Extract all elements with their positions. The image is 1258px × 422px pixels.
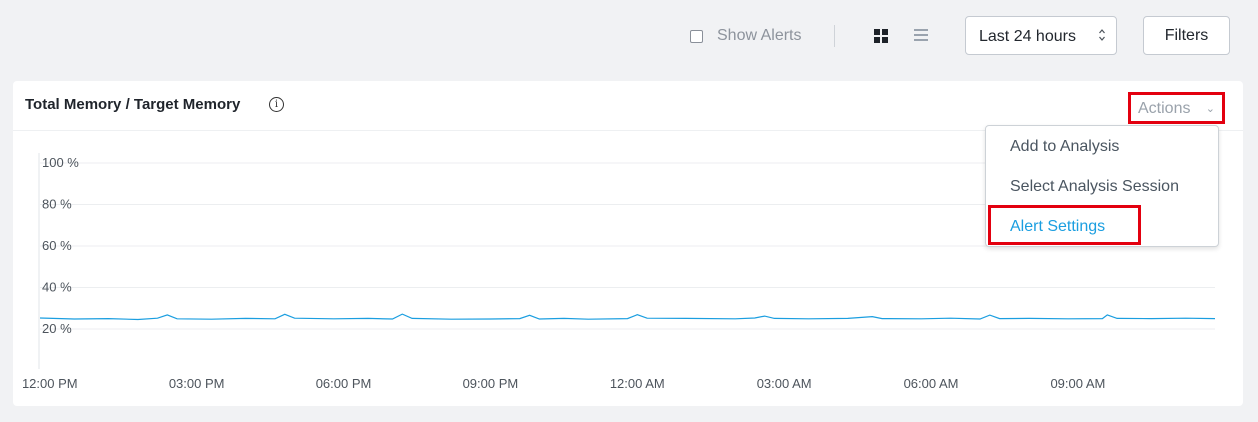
info-icon[interactable]: i — [269, 97, 284, 112]
select-arrows-icon — [1099, 29, 1105, 41]
actions-menu: Add to Analysis Select Analysis Session … — [985, 125, 1219, 247]
menu-item-add-to-analysis[interactable]: Add to Analysis — [1010, 138, 1120, 155]
toolbar: Show Alerts Last 24 hours Filters — [0, 0, 1258, 75]
y-tick-label: 40 % — [42, 280, 72, 295]
panel-title: Total Memory / Target Memory — [25, 96, 241, 113]
y-tick-label: 100 % — [42, 155, 79, 170]
grid-view-icon[interactable] — [874, 29, 888, 43]
x-tick-label: 09:00 PM — [463, 376, 519, 391]
alert-settings-highlight — [988, 205, 1141, 245]
show-alerts-label[interactable]: Show Alerts — [717, 27, 802, 44]
x-tick-label: 09:00 AM — [1050, 376, 1105, 391]
show-alerts-checkbox[interactable] — [690, 29, 703, 43]
show-alerts-toggle[interactable]: Show Alerts — [690, 27, 801, 45]
actions-dropdown[interactable]: Actions ⌄ — [1128, 92, 1225, 124]
filters-button[interactable]: Filters — [1143, 16, 1230, 55]
time-range-value: Last 24 hours — [979, 28, 1076, 45]
x-tick-label: 06:00 PM — [316, 376, 372, 391]
x-tick-label: 03:00 AM — [757, 376, 812, 391]
y-tick-label: 60 % — [42, 238, 72, 253]
y-tick-label: 80 % — [42, 197, 72, 212]
menu-item-alert-settings[interactable]: Alert Settings — [1010, 218, 1106, 235]
chevron-down-icon: ⌄ — [1205, 103, 1215, 115]
toolbar-divider — [834, 25, 835, 47]
panel-header: Total Memory / Target Memory i Actions ⌄ — [13, 81, 1243, 131]
list-view-icon[interactable] — [914, 29, 928, 42]
x-tick-label: 03:00 PM — [169, 376, 225, 391]
x-tick-label: 06:00 AM — [904, 376, 959, 391]
x-tick-label: 12:00 AM — [610, 376, 665, 391]
memory-line-chart: 100 % 80 % 60 % 40 % 20 % 12:00 PM 03:00 PM 06… — [22, 153, 1216, 391]
menu-item-select-analysis-session[interactable]: Select Analysis Session — [1010, 178, 1179, 195]
x-tick-label: 12:00 PM — [22, 376, 78, 391]
series-line — [39, 313, 1216, 321]
time-range-select[interactable]: Last 24 hours — [965, 16, 1117, 55]
actions-label: Actions — [1138, 100, 1191, 117]
y-tick-label: 20 % — [42, 321, 72, 336]
